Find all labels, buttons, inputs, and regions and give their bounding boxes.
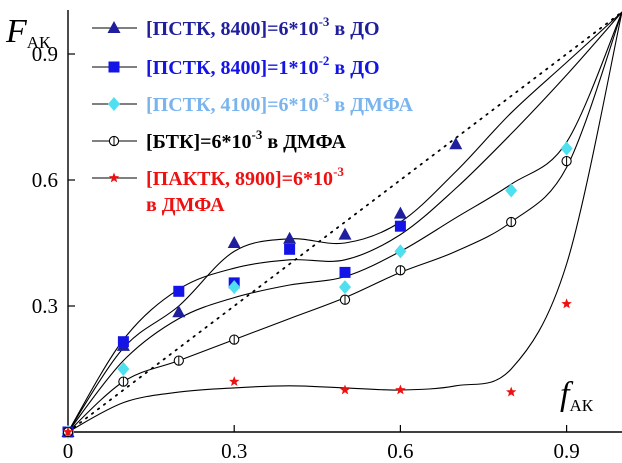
data-point-series-2 <box>173 285 185 297</box>
data-point-series-5 <box>229 376 240 386</box>
data-point-series-4 <box>561 155 572 167</box>
y-tick-label: 0.3 <box>32 294 58 318</box>
data-point-series-1 <box>283 231 297 244</box>
y-axis-label-subscript: АК <box>27 33 51 52</box>
data-point-series-2 <box>284 243 296 255</box>
data-point-series-1 <box>227 236 241 248</box>
legend-marker-3 <box>108 97 120 111</box>
data-points <box>61 137 573 439</box>
legend-label-1: [ПСТК, 8400]=6*10-3 в ДО <box>146 14 380 40</box>
legend-label-5: [ПАКТК, 8900]=6*10-3 <box>146 164 344 190</box>
y-tick-label: 0.9 <box>32 42 58 66</box>
x-axis-label: fАК <box>560 376 594 415</box>
fit-curves <box>67 11 622 433</box>
legend-label-4: [БТК]=6*10-3 в ДМФА <box>146 127 346 153</box>
x-tick-label: 0 <box>63 439 74 463</box>
y-tick-label: 0.6 <box>32 168 58 192</box>
data-point-series-5 <box>561 298 572 309</box>
data-point-series-4 <box>339 294 351 305</box>
x-tick-label: 0.6 <box>387 439 413 463</box>
fit-curve-2 <box>67 11 622 433</box>
fit-curve-1 <box>67 11 622 433</box>
data-point-series-5 <box>339 384 351 395</box>
fit-curve-3 <box>67 11 622 433</box>
legend-label-2: [ПСТК, 8400]=1*10-2 в ДО <box>146 53 380 79</box>
data-point-series-5 <box>62 426 74 437</box>
legend-label-5-line2: в ДМФА <box>146 194 225 216</box>
axis-ticks: 0 0.3 0.6 0.9 0.3 0.6 0.9 <box>32 42 580 463</box>
legend-marker-1 <box>107 21 121 33</box>
data-point-series-3 <box>394 244 407 259</box>
legend-marker-5 <box>108 172 120 183</box>
data-point-series-3 <box>117 362 130 376</box>
data-point-series-2 <box>339 266 351 278</box>
diagonal-line <box>67 11 622 433</box>
legend-marker-2 <box>108 61 120 73</box>
legend-marker-4 <box>108 135 120 147</box>
data-point-series-3 <box>228 280 241 295</box>
data-point-series-1 <box>393 206 407 219</box>
x-axis-label-subscript: АК <box>569 396 593 415</box>
data-point-series-3 <box>505 183 518 198</box>
data-point-series-2 <box>117 336 129 348</box>
y-axis-label: FАК <box>5 13 51 52</box>
data-point-series-3 <box>560 141 573 156</box>
x-tick-label: 0.3 <box>221 439 247 463</box>
data-point-series-1 <box>338 227 352 240</box>
y-axis-label-main: F <box>5 13 28 50</box>
plot-frame <box>67 10 622 433</box>
diagonal-reference-line <box>67 11 622 433</box>
data-point-series-4 <box>118 376 129 387</box>
data-point-series-2 <box>394 220 406 232</box>
data-point-series-1 <box>172 305 186 318</box>
x-tick-label: 0.9 <box>553 439 579 463</box>
data-point-series-4 <box>173 355 184 366</box>
data-point-series-1 <box>449 137 463 150</box>
data-point-series-5 <box>506 386 517 397</box>
data-point-series-4 <box>395 265 406 276</box>
data-point-series-4 <box>229 334 240 345</box>
data-point-series-5 <box>395 384 406 395</box>
data-point-series-3 <box>339 280 351 295</box>
legend-label-3: [ПСТК, 4100]=6*10-3 в ДМФА <box>146 90 413 116</box>
legend: [ПСТК, 8400]=6*10-3 в ДО [ПСТК, 8400]=1*1… <box>92 14 413 216</box>
fit-curve-5 <box>67 11 622 433</box>
data-point-series-4 <box>506 216 517 228</box>
fit-curve-4 <box>67 11 622 433</box>
